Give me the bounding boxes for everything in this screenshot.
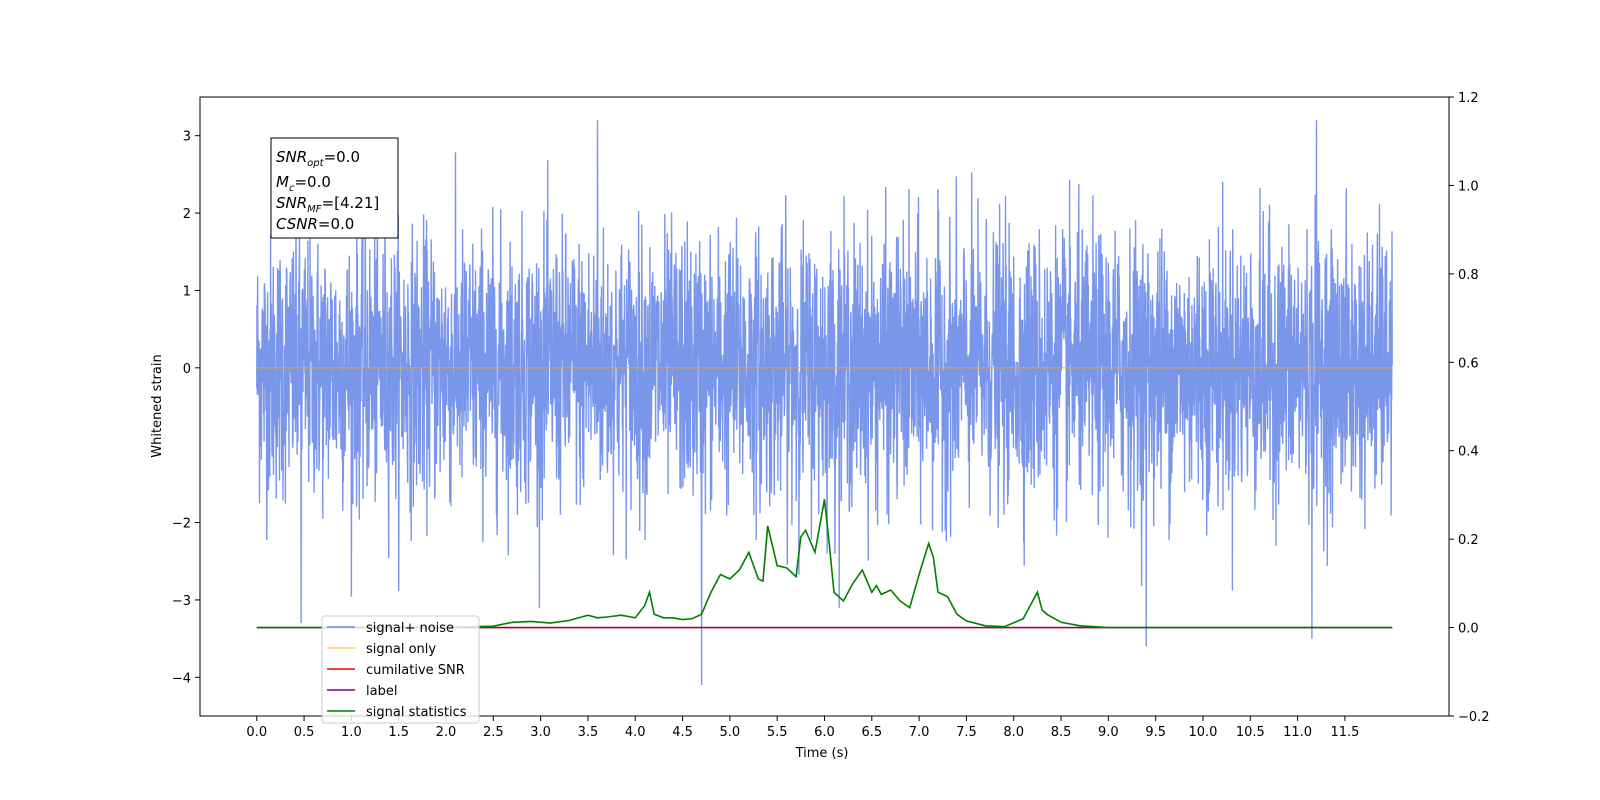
annotation-line: CSNR=0.0	[276, 215, 354, 233]
annotation-frame	[270, 137, 399, 239]
y-tick-label: −3	[172, 594, 191, 609]
y2-tick-label: 0.0	[1458, 622, 1479, 637]
x-tick-label: 2.0	[436, 725, 457, 740]
annotation-line: Mc=0.0	[276, 173, 331, 194]
y2-tick-label: 1.2	[1458, 91, 1479, 106]
x-tick-label: 4.5	[672, 725, 693, 740]
x-tick-label: 1.5	[388, 725, 409, 740]
x-axis: 0.0 0.5 1.0 1.5 2.0 2.5 3.0 3.5 4.0 4.5 5.0 5.5 6.0 6…	[246, 716, 1359, 740]
x-tick-label: 3.5	[578, 725, 599, 740]
x-axis-label: Time (s)	[795, 746, 849, 761]
y2-tick-label: 0.4	[1458, 445, 1479, 460]
signal-noise-series	[256, 120, 1393, 686]
y-axis-label: Whitened strain	[150, 354, 165, 457]
y-tick-label: −4	[172, 671, 191, 686]
series-line-3	[256, 499, 1393, 629]
y-tick-label: −2	[172, 517, 191, 532]
x-tick-label: 2.5	[483, 725, 504, 740]
legend-label: label	[366, 684, 397, 699]
x-tick-label: 4.0	[625, 725, 646, 740]
x-tick-label: 9.0	[1098, 725, 1119, 740]
signal-noise-line	[256, 120, 1393, 686]
y-tick-label: 1	[183, 284, 191, 299]
x-tick-label: 6.5	[861, 725, 882, 740]
y2-tick-label: 1.0	[1458, 179, 1479, 194]
legend-label: signal+ noise	[366, 621, 454, 636]
y-tick-label: 2	[183, 207, 191, 222]
x-tick-label: 0.0	[246, 725, 267, 740]
x-tick-label: 9.5	[1145, 725, 1166, 740]
x-tick-label: 5.5	[767, 725, 788, 740]
x-tick-label: 10.0	[1189, 725, 1218, 740]
y2-tick-label: 0.6	[1458, 356, 1479, 371]
x-tick-label: 7.5	[956, 725, 977, 740]
y-tick-label: 3	[183, 130, 191, 145]
legend: signal+ noise signal only cumilative SNR la…	[321, 615, 480, 724]
x-tick-label: 1.0	[341, 725, 362, 740]
x-tick-label: 8.0	[1003, 725, 1024, 740]
x-tick-label: 10.5	[1236, 725, 1265, 740]
x-tick-label: 11.0	[1283, 725, 1312, 740]
x-tick-label: 0.5	[294, 725, 315, 740]
annotation-line: SNRMF=[4.21]	[276, 194, 379, 215]
legend-label: signal only	[366, 642, 436, 657]
y-tick-label: 0	[183, 362, 191, 377]
x-tick-label: 3.0	[530, 725, 551, 740]
y2-tick-label: 0.8	[1458, 268, 1479, 283]
x-tick-label: 6.0	[814, 725, 835, 740]
x-tick-label: 11.5	[1330, 725, 1359, 740]
legend-label: cumilative SNR	[366, 663, 465, 678]
x-tick-label: 7.0	[909, 725, 930, 740]
y-axis-left: 3 2 1 0 −2 −3 −4	[172, 130, 200, 686]
y2-tick-label: 0.2	[1458, 533, 1479, 548]
x-tick-label: 5.0	[720, 725, 741, 740]
y2-tick-label: −0.2	[1458, 710, 1490, 725]
annotation-line: SNRopt=0.0	[276, 148, 360, 169]
y-axis-right: 1.2 1.0 0.8 0.6 0.4 0.2 0.0 −0.2	[1449, 91, 1490, 725]
legend-label: signal statistics	[366, 705, 467, 720]
legend-frame	[321, 615, 480, 724]
x-tick-label: 8.5	[1051, 725, 1072, 740]
